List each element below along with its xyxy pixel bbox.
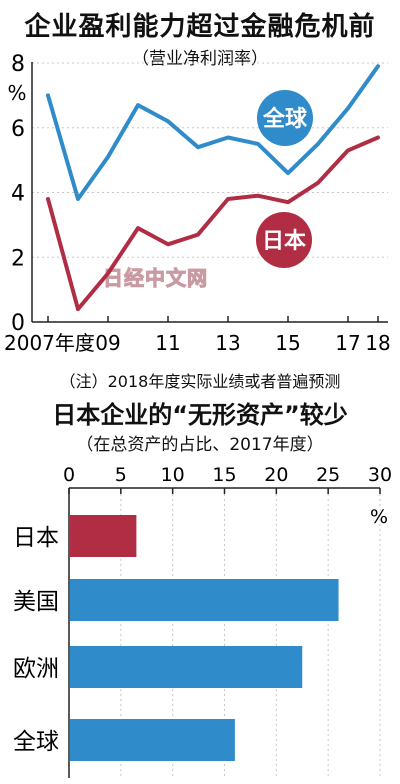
bar [70,515,137,557]
legend-badge-global [257,90,313,146]
legend-label-global: 全球 [262,106,308,132]
y-tick-label: 8 [11,52,25,77]
series-line-japan [46,135,380,312]
watermark: 日经中文网 [103,266,208,291]
line-chart-subtitle: （营业净利润率） [132,49,268,69]
x-tick-label: 18 [365,331,390,355]
x-tick-label: 2007年度 [4,331,95,355]
x-tick-label: 13 [215,331,240,355]
category-label: 欧洲 [13,656,59,682]
category-label: 全球 [13,729,59,755]
x-tick-label: 17 [335,331,360,355]
x-tick-label: 15 [275,331,300,355]
bar-chart-title: 日本企业的“无形资产”较少 [52,401,348,429]
y-tick-label: 6 [11,117,25,142]
bar [70,646,303,688]
y-unit-label: % [7,81,26,105]
legend-badge-japan [256,212,312,268]
x-tick-label: 15 [212,464,236,486]
bar [70,579,339,621]
x-tick-label: 5 [115,464,127,486]
category-label: 美国 [13,589,59,615]
bar-chart-subtitle: （在总资产的占比、2017年度） [76,435,324,455]
category-label: 日本 [13,525,59,551]
x-tick-label: 11 [155,331,180,355]
x-tick-label: 20 [264,464,288,486]
y-tick-label: 0 [11,311,25,336]
x-tick-label: 25 [316,464,340,486]
series-line-global [46,64,380,201]
x-tick-label: 10 [161,464,185,486]
line-chart-note: （注）2018年度实际业绩或者普遍预测 [59,372,341,391]
legend-label-japan: 日本 [262,229,306,254]
x-tick-label: 30 [368,464,392,486]
bar [70,719,235,761]
y-tick-label: 2 [11,246,25,271]
y-tick-label: 4 [11,182,25,207]
line-chart-title: 企业盈利能力超过金融危机前 [24,12,376,42]
x-tick-label: 0 [63,464,75,486]
x-tick-label: 09 [95,331,120,355]
x-unit-label: % [370,506,388,528]
